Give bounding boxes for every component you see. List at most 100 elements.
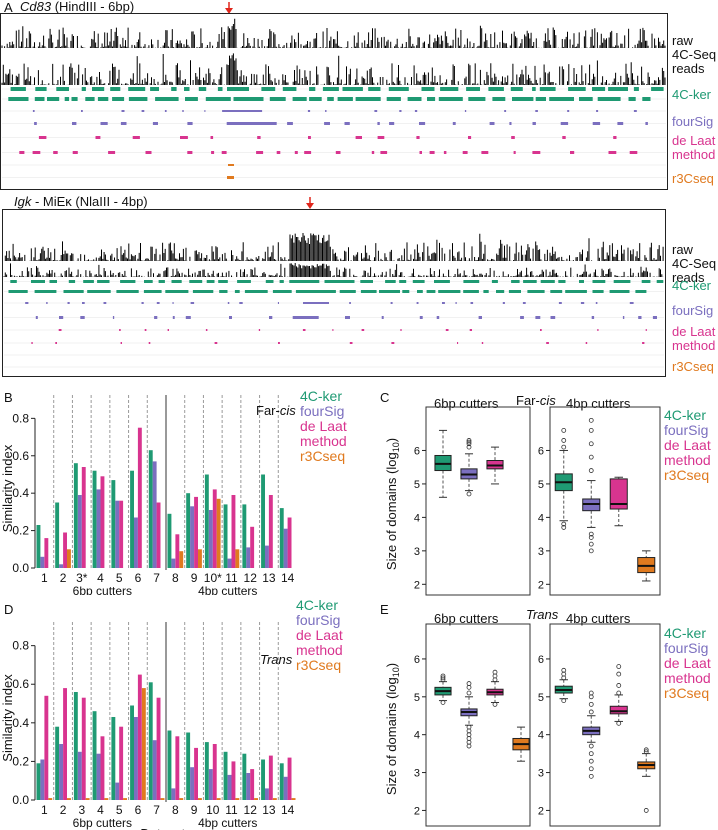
called-region: [158, 280, 165, 283]
x-tick-label: 2: [60, 803, 67, 817]
called-region: [49, 280, 57, 283]
called-region: [187, 122, 193, 125]
called-region: [185, 316, 191, 319]
viewpoint-arrow-top: [225, 2, 233, 14]
bar-r3cseq: [216, 798, 221, 800]
called-region: [368, 87, 381, 91]
x-tick-label: 4: [97, 803, 104, 817]
bar-de-laat-method: [119, 500, 124, 568]
bar-de-laat-method: [231, 495, 236, 568]
bar-4c-ker: [55, 726, 60, 800]
called-region: [562, 136, 566, 139]
called-region: [414, 110, 418, 112]
top-gene: Cd83: [20, 0, 52, 14]
legend-d: 4C-ker fourSig de Laat method r3Cseq: [296, 598, 343, 673]
called-region: [344, 122, 350, 125]
legend-d-r3c: r3Cseq: [296, 657, 342, 673]
panel-a-letter: A: [4, 0, 13, 15]
called-region: [377, 136, 385, 139]
called-region: [164, 110, 167, 112]
called-region: [128, 97, 148, 101]
called-region: [635, 290, 647, 293]
y-tick-label: 0.2: [12, 754, 29, 768]
called-region: [292, 316, 319, 319]
outlier: [588, 743, 594, 749]
bar-foursig: [40, 759, 45, 800]
bar-de-laat-method: [100, 476, 105, 568]
called-region: [412, 280, 425, 283]
outlier: [492, 669, 498, 675]
x-tick-label: 5: [116, 803, 123, 817]
bar-r3cseq: [160, 798, 165, 800]
called-region: [35, 316, 38, 319]
called-region: [570, 151, 575, 154]
called-region: [520, 316, 524, 319]
y-tick-label: 2: [414, 579, 420, 591]
bar-4c-ker: [223, 751, 228, 800]
y-tick-label: 0.6: [12, 449, 29, 463]
called-region: [32, 151, 41, 154]
outlier: [588, 766, 594, 772]
called-region: [532, 151, 541, 154]
top-enzyme: (HindIII - 6bp): [51, 0, 135, 14]
y-tick-label: 3: [538, 546, 544, 558]
y-tick-label: 3: [414, 546, 420, 558]
called-region: [550, 290, 563, 293]
called-region: [421, 87, 435, 91]
called-region: [31, 280, 45, 283]
label-delaat-top: de Laat method: [672, 133, 716, 162]
outlier: [561, 667, 567, 673]
called-region: [442, 302, 445, 304]
called-region: [307, 110, 311, 112]
outlier: [616, 664, 622, 669]
called-region: [595, 302, 598, 304]
called-region: [466, 87, 480, 91]
r3cseq-region: [227, 176, 234, 179]
x-tick-label: 14: [281, 571, 295, 585]
bar-r3cseq: [123, 798, 127, 800]
bar-foursig: [152, 461, 157, 568]
bar-4c-ker: [186, 732, 191, 800]
called-region: [596, 110, 599, 112]
outlier: [588, 427, 594, 433]
called-region: [81, 87, 86, 91]
box-panel-frame: [549, 623, 661, 827]
called-region: [481, 151, 489, 154]
called-region: [416, 136, 420, 139]
panel-c-letter: C: [380, 390, 390, 405]
x-axis-label: Datasets: [140, 594, 192, 595]
called-region: [438, 97, 463, 101]
label-foursig-top: fourSig: [672, 114, 714, 129]
bottom-gene: Igk: [14, 194, 32, 209]
outlier: [588, 751, 594, 757]
called-region: [592, 87, 606, 91]
called-region: [100, 122, 108, 125]
y-axis-label: Similarity index: [0, 444, 15, 532]
bar-r3cseq: [179, 798, 184, 800]
called-region: [419, 316, 423, 319]
outlier: [466, 681, 472, 686]
y-tick-label: 0.2: [12, 524, 29, 538]
called-region: [508, 290, 521, 293]
y-tick-label: 2: [538, 579, 544, 591]
called-region: [53, 151, 58, 154]
bar-de-laat-method: [100, 736, 105, 800]
bar-de-laat-method: [63, 688, 67, 800]
called-region: [269, 316, 273, 319]
x-tick-label: 13: [262, 803, 276, 817]
box-panel-frame: [425, 406, 531, 596]
called-region: [546, 342, 549, 344]
called-region: [360, 280, 373, 283]
called-region: [239, 302, 243, 304]
called-region: [597, 97, 621, 101]
called-region: [641, 280, 651, 283]
called-region: [532, 87, 536, 91]
panel-e-letter: E: [380, 602, 389, 617]
chart-d-region: Trans: [260, 652, 293, 667]
called-region: [511, 136, 515, 139]
called-region: [145, 151, 152, 154]
called-region: [8, 97, 29, 101]
bar-foursig: [77, 751, 82, 800]
bar-4c-ker: [261, 474, 265, 568]
outlier: [466, 690, 472, 696]
